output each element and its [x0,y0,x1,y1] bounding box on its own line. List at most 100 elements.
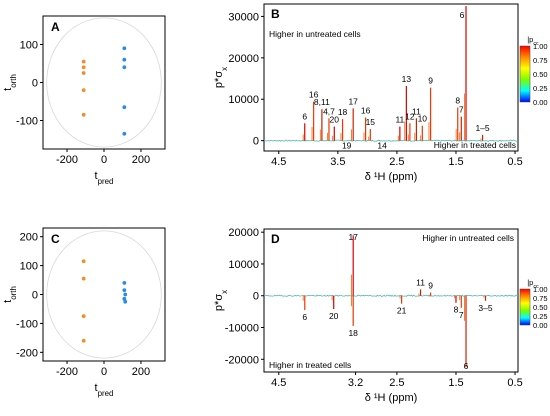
confidence-ellipse [46,230,162,359]
peak-label: 11 [416,277,425,287]
x-tick-label: 2.5 [389,156,404,168]
panel-letter: D [271,232,280,246]
peak-label: 17 [348,232,358,242]
x-tick-label: 3.2 [348,377,363,389]
peak-label: 9 [428,76,433,86]
x-tick-label: 200 [132,366,150,378]
y-tick-label: 0 [32,78,38,90]
peak-label: 16 [309,90,319,100]
x-tick-label: 2.5 [389,377,404,389]
colorbar-tick: 0.50 [533,303,548,312]
colorbar-tick: 1.00 [533,285,548,294]
y-tick-label: -20000 [225,354,259,366]
colorbar-strip [519,288,531,326]
y-tick-label: 0 [253,136,259,148]
data-point-treated [81,314,86,319]
x-tick-label: 0 [101,154,107,166]
annotation-untreated: Higher in untreated cells [422,233,514,243]
colorbar-tick: 0.00 [533,98,548,107]
peak-label: 6 [464,361,469,371]
peak-label: 20 [329,311,339,321]
peak-label: 1–5 [475,123,489,133]
data-point-untreated [122,288,127,293]
colorbar-tick: 0.75 [533,294,548,303]
colorbar-strip [519,45,531,103]
peak-label: 7 [459,310,464,320]
peak-label: 8 [455,96,460,106]
peak-label: 14 [377,141,387,151]
colorbar-tick: 0.50 [533,70,548,79]
plot-frame [263,3,519,152]
colorbar-tick: 1.00 [533,42,548,51]
peak-label: 18 [338,107,348,117]
y-tick-label: -100 [16,318,38,330]
peak-label: 18 [348,328,358,338]
plot-frame [42,15,166,150]
x-tick-label: 4.5 [271,156,286,168]
spectrum-panel-B: B 4.5 3.5 2.5 1.5 0.5 0 10000 20000 30000 δ ¹H (pp… [213,3,523,183]
x-axis-label: δ ¹H (ppm) [365,171,418,183]
plot-frame [263,228,519,373]
y-tick-label: 100 [20,40,38,52]
spectrum-panel-D: D 4.5 3.2 2.5 1.5 0.5 -20000 -10000 0 10000 20000 δ… [213,227,523,404]
plot-frame [42,227,166,362]
x-tick-label: 1.5 [448,377,463,389]
y-tick-label: 10000 [228,259,259,271]
peak-label: 6 [302,312,307,322]
x-tick-label: 0.5 [507,377,522,389]
annotation-treated: Higher in treated cells [269,360,351,370]
peak-label: 15 [366,117,376,127]
panel-letter: C [51,232,60,246]
y-tick-label: -10000 [225,323,259,335]
data-point-treated [81,59,86,64]
y-tick-label: -100 [16,116,38,128]
data-point-untreated [122,65,127,70]
y-axis-label: torth [2,286,18,303]
peak-label: 19 [342,141,352,151]
y-tick-label: 20000 [228,227,259,239]
data-point-treated [81,88,86,92]
y-axis-label: p*σx [213,67,229,88]
scatter-panel-A: A -200 0 200 -100 0 100 tpred torth [2,15,166,186]
x-axis-label: tpred [95,170,114,186]
y-axis-label: torth [2,74,18,91]
data-point-untreated [122,46,127,51]
y-tick-label: -200 [16,347,38,359]
data-point-treated [81,338,86,343]
peak-label: 3–5 [478,303,492,313]
y-tick-label: 0 [253,291,259,303]
colorbar-title: |pcc [527,35,539,47]
y-tick-label: 20000 [228,53,259,65]
scatter-panel-C: C -200 0 200 -200 -100 0 100 200 tpred torth [2,227,166,398]
peak-label: 9 [428,281,433,291]
data-point-untreated [122,57,127,62]
peak-label: 10 [418,114,428,124]
x-tick-label: -200 [56,154,78,166]
annotation-treated: Higher in treated cells [434,140,516,150]
confidence-ellipse [46,17,162,148]
peak-label: 7 [459,105,464,115]
peak-label: 4,7 [323,106,335,116]
data-point-untreated [123,299,128,304]
colorbar-tick: 0.25 [533,312,548,321]
peak-label: 17 [348,96,358,106]
peak-label: 21 [397,306,407,316]
colorbar-tick: 0.75 [533,56,548,65]
data-point-treated [81,65,86,70]
baseline-trace [263,294,519,297]
peak-label: 20 [330,115,340,125]
panel-letter: A [51,20,60,34]
x-axis-label: δ ¹H (ppm) [365,392,418,404]
peak-label: 13 [402,74,412,84]
x-axis-label: tpred [95,382,114,398]
data-point-untreated [122,281,127,285]
peak-label: 8 [454,305,459,315]
y-tick-label: 100 [20,261,38,273]
x-tick-label: 1.5 [448,156,463,168]
x-tick-label: 200 [132,154,150,166]
colorbar-tick: 0.00 [533,321,548,330]
data-point-treated [81,259,86,264]
